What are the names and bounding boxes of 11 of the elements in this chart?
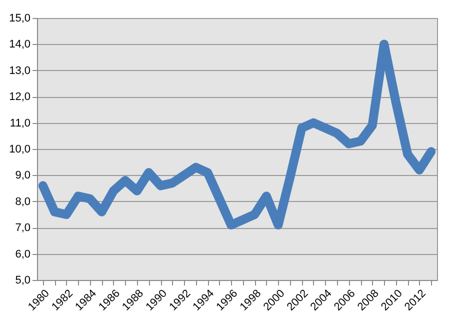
y-tick-label: 14,0 xyxy=(9,38,30,51)
y-tick-label: 11,0 xyxy=(10,117,30,130)
y-tick-label: 6,0 xyxy=(15,248,30,260)
y-tick-label: 15,0 xyxy=(9,12,30,24)
y-tick-label: 12,0 xyxy=(9,91,30,104)
y-tick-label: 5,0 xyxy=(15,274,30,286)
y-tick-label: 9,0 xyxy=(15,170,30,182)
y-tick-label: 13,0 xyxy=(9,64,30,77)
y-tick-label: 7,0 xyxy=(15,222,30,234)
y-tick-label: 8,0 xyxy=(15,196,30,208)
y-tick-label: 10,0 xyxy=(9,144,30,156)
